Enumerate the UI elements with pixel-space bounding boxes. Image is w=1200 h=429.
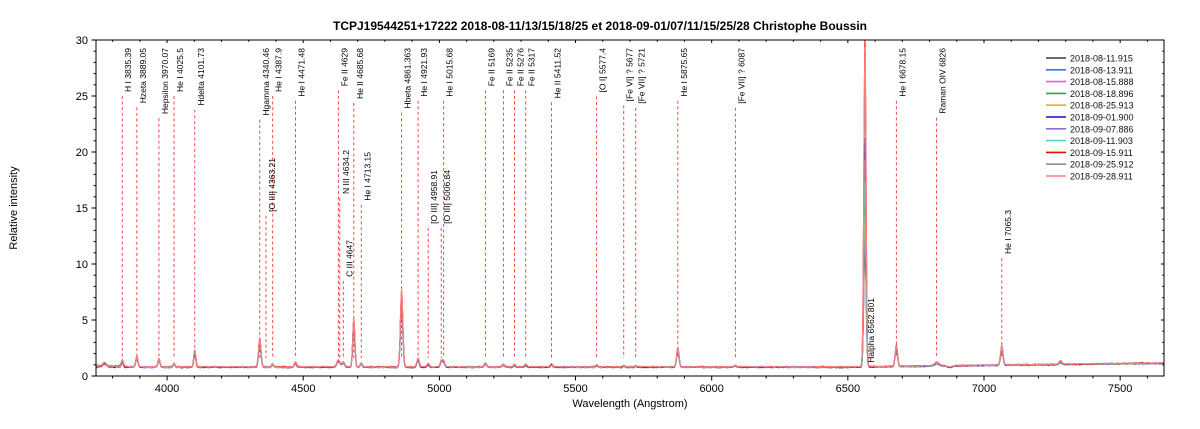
x-tick-label: 6500 (836, 383, 860, 395)
y-tick-label: 0 (82, 371, 88, 383)
legend-label: 2018-08-15.888 (1070, 77, 1134, 87)
spectrum-curves (96, 40, 1164, 369)
annotation-labels: H I 3835.39 Hzeta 3889.05 Hepsilon 3970.07… (123, 48, 1013, 363)
line-label: He I 7065.3 (1003, 210, 1013, 254)
line-label: [Fe VII] ? 5721 (637, 48, 647, 104)
line-label: He I 5875.65 (679, 48, 689, 97)
line-label: Hzeta 3889.05 (138, 48, 148, 104)
legend-entry: 2018-09-28.911 (1046, 172, 1133, 182)
legend-label: 2018-09-11.903 (1070, 136, 1133, 146)
line-label: Fe II 4629 (339, 48, 349, 87)
legend-entry: 2018-09-25.912 (1046, 160, 1134, 170)
line-label: Fe II 5235 (504, 48, 514, 87)
x-tick-label: 5500 (563, 383, 587, 395)
line-label: [O I] 5577.4 (598, 48, 608, 93)
legend-label: 2018-09-01.900 (1070, 113, 1134, 123)
y-tick-label: 25 (76, 91, 88, 103)
line-label: N III 4634.2 (341, 150, 351, 194)
x-tick-label: 4500 (291, 383, 315, 395)
line-label: He I 4025.5 (175, 48, 185, 92)
legend-label: 2018-08-25.913 (1070, 101, 1134, 111)
legend-label: 2018-09-28.911 (1070, 172, 1133, 182)
legend-entry: 2018-09-15.911 (1046, 148, 1133, 158)
line-label: He I 4387.9 (274, 48, 284, 92)
line-label: He I 4921.93 (419, 48, 429, 97)
series-2018-08-13.911 (96, 238, 1164, 369)
line-label: Halpha 6562.801 (866, 298, 876, 363)
y-tick-label: 15 (76, 203, 88, 215)
line-label: [O III] 4958.91 (429, 170, 439, 224)
x-tick-label: 7500 (1108, 383, 1132, 395)
legend-label: 2018-08-11.915 (1070, 54, 1133, 64)
line-label: [Fe VII] ? 6087 (736, 48, 746, 104)
line-label: [O III] 5006.84 (442, 170, 452, 224)
chart-title: TCPJ19544251+17222 2018-08-11/13/15/18/2… (332, 19, 868, 33)
line-label: Hdelta 4101.73 (196, 48, 206, 106)
axes: 4000 4500 5000 5500 6000 6500 7000 7500 0 5 10 15 20… (76, 35, 1165, 395)
series-2018-08-11.915 (96, 249, 1164, 369)
legend-label: 2018-09-15.911 (1070, 148, 1133, 158)
line-label: [O III] 4363.21 (267, 158, 277, 212)
y-tick-label: 5 (82, 315, 88, 327)
y-tick-label: 30 (76, 35, 88, 47)
x-tick-label: 4000 (155, 383, 179, 395)
legend-label: 2018-09-07.886 (1070, 124, 1134, 134)
legend-entry: 2018-09-11.903 (1046, 136, 1133, 146)
line-label: Hgamma 4340.46 (261, 48, 271, 116)
series-2018-09-28.911 (96, 46, 1164, 368)
line-label: Fe II 5276 (516, 48, 526, 87)
line-label: C III 4647 (344, 240, 354, 277)
y-tick-label: 20 (76, 147, 88, 159)
legend-label: 2018-08-13.911 (1070, 65, 1133, 75)
legend-entry: 2018-09-07.886 (1046, 124, 1134, 134)
line-label: He II 4685.68 (355, 48, 365, 99)
legend-label: 2018-09-25.912 (1070, 160, 1134, 170)
line-label: H I 3835.39 (123, 48, 133, 92)
legend-entry: 2018-08-18.896 (1046, 89, 1134, 99)
legend-entry: 2018-08-15.888 (1046, 77, 1134, 87)
x-tick-label: 5000 (427, 383, 451, 395)
line-label: He I 4471.48 (296, 48, 306, 97)
line-label: Fe II 5169 (486, 48, 496, 87)
line-label: He I 5015.68 (445, 48, 455, 97)
series-2018-09-11.903 (96, 181, 1164, 369)
line-label: Fe II 5317 (527, 48, 537, 87)
legend-entry: 2018-09-01.900 (1046, 113, 1134, 123)
annotation-dashes (121, 90, 1003, 358)
line-label: [Fe VI] ? 5677 (625, 48, 635, 102)
x-tick-label: 7000 (972, 383, 996, 395)
line-label: He II 5411.52 (552, 48, 562, 99)
line-label: Hbeta 4861.363 (403, 48, 413, 109)
legend-entry: 2018-08-25.913 (1046, 101, 1134, 111)
line-label: He I 4713.15 (362, 152, 372, 201)
line-label: Hepsilon 3970.07 (160, 48, 170, 114)
x-tick-label: 6000 (699, 383, 723, 395)
legend-label: 2018-08-18.896 (1070, 89, 1134, 99)
line-label: Raman OIV 6826 (938, 48, 948, 114)
x-axis-label: Wavelength (Angstrom) (572, 398, 688, 410)
y-axis-label: Relative intensity (8, 166, 20, 250)
series-2018-09-07.886 (96, 159, 1164, 369)
legend-entry: 2018-08-13.911 (1046, 65, 1133, 75)
line-label: He I 6678.15 (897, 48, 907, 97)
y-tick-label: 10 (76, 259, 88, 271)
legend-entry: 2018-08-11.915 (1046, 54, 1133, 64)
